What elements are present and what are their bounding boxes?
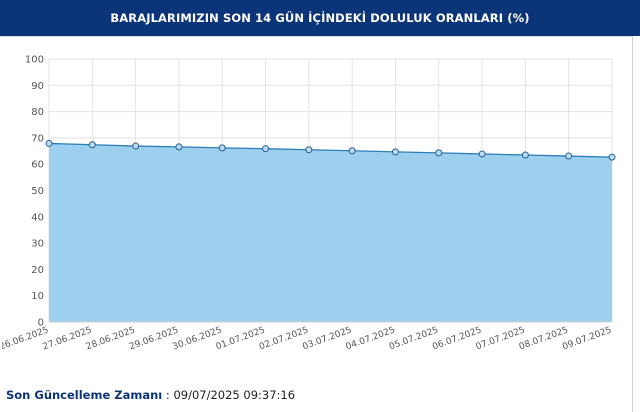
data-point — [348, 147, 356, 155]
series-area — [49, 143, 612, 322]
chart-container: 0 10 20 30 40 50 60 70 80 90 100 26.06.2025 27.06.20… — [0, 36, 630, 374]
data-point — [218, 144, 226, 152]
data-point — [262, 145, 270, 153]
x-tick-label: 05.07.2025 — [388, 325, 440, 352]
x-tick-label: 29.06.2025 — [128, 325, 180, 352]
data-point — [132, 142, 140, 150]
data-point — [391, 148, 399, 156]
x-tick-label: 07.07.2025 — [475, 325, 527, 352]
y-tick-label: 60 — [31, 160, 44, 171]
x-tick-label: 01.07.2025 — [215, 325, 267, 352]
last-update-separator: : — [165, 388, 170, 402]
data-point — [88, 141, 96, 149]
y-tick-label: 70 — [31, 133, 44, 144]
chart-title: BARAJLARIMIZIN SON 14 GÜN İÇİNDEKİ DOLUL… — [110, 11, 530, 25]
fill-rate-chart: 010203040506070809010026.06.202527.06.20… — [0, 55, 616, 352]
y-tick-label: 10 — [31, 291, 44, 302]
data-point — [175, 143, 183, 151]
x-tick-label: 06.07.2025 — [431, 325, 483, 352]
last-update: Son Güncelleme Zamanı : 09/07/2025 09:37… — [6, 388, 295, 402]
series-line — [48, 142, 613, 158]
x-tick-label: 30.06.2025 — [171, 325, 223, 352]
data-point — [435, 149, 443, 157]
last-update-label: Son Güncelleme Zamanı — [6, 388, 163, 402]
header-divider — [0, 36, 632, 37]
y-tick-label: 90 — [31, 81, 44, 92]
y-tick-label: 30 — [31, 239, 44, 250]
right-border — [632, 36, 633, 412]
y-tick-label: 20 — [31, 265, 44, 276]
x-tick-label: 28.06.2025 — [85, 325, 137, 352]
data-point — [305, 146, 313, 154]
data-point — [478, 150, 486, 158]
x-tick-label: 27.06.2025 — [41, 325, 93, 352]
data-point — [608, 153, 616, 161]
x-tick-label: 03.07.2025 — [301, 325, 353, 352]
data-point — [45, 139, 53, 147]
y-tick-label: 40 — [31, 212, 44, 223]
x-tick-label: 09.07.2025 — [561, 325, 613, 352]
x-tick-label: 02.07.2025 — [258, 325, 310, 352]
y-tick-label: 0 — [38, 318, 44, 329]
x-tick-label: 04.07.2025 — [345, 325, 397, 352]
chart-header: BARAJLARIMIZIN SON 14 GÜN İÇİNDEKİ DOLUL… — [0, 0, 640, 36]
last-update-value: 09/07/2025 09:37:16 — [173, 388, 296, 402]
x-tick-label: 08.07.2025 — [518, 325, 570, 352]
data-point — [565, 152, 573, 160]
y-tick-label: 80 — [31, 107, 44, 118]
y-tick-label: 100 — [25, 55, 44, 66]
y-tick-label: 50 — [31, 186, 44, 197]
data-point — [521, 151, 529, 159]
